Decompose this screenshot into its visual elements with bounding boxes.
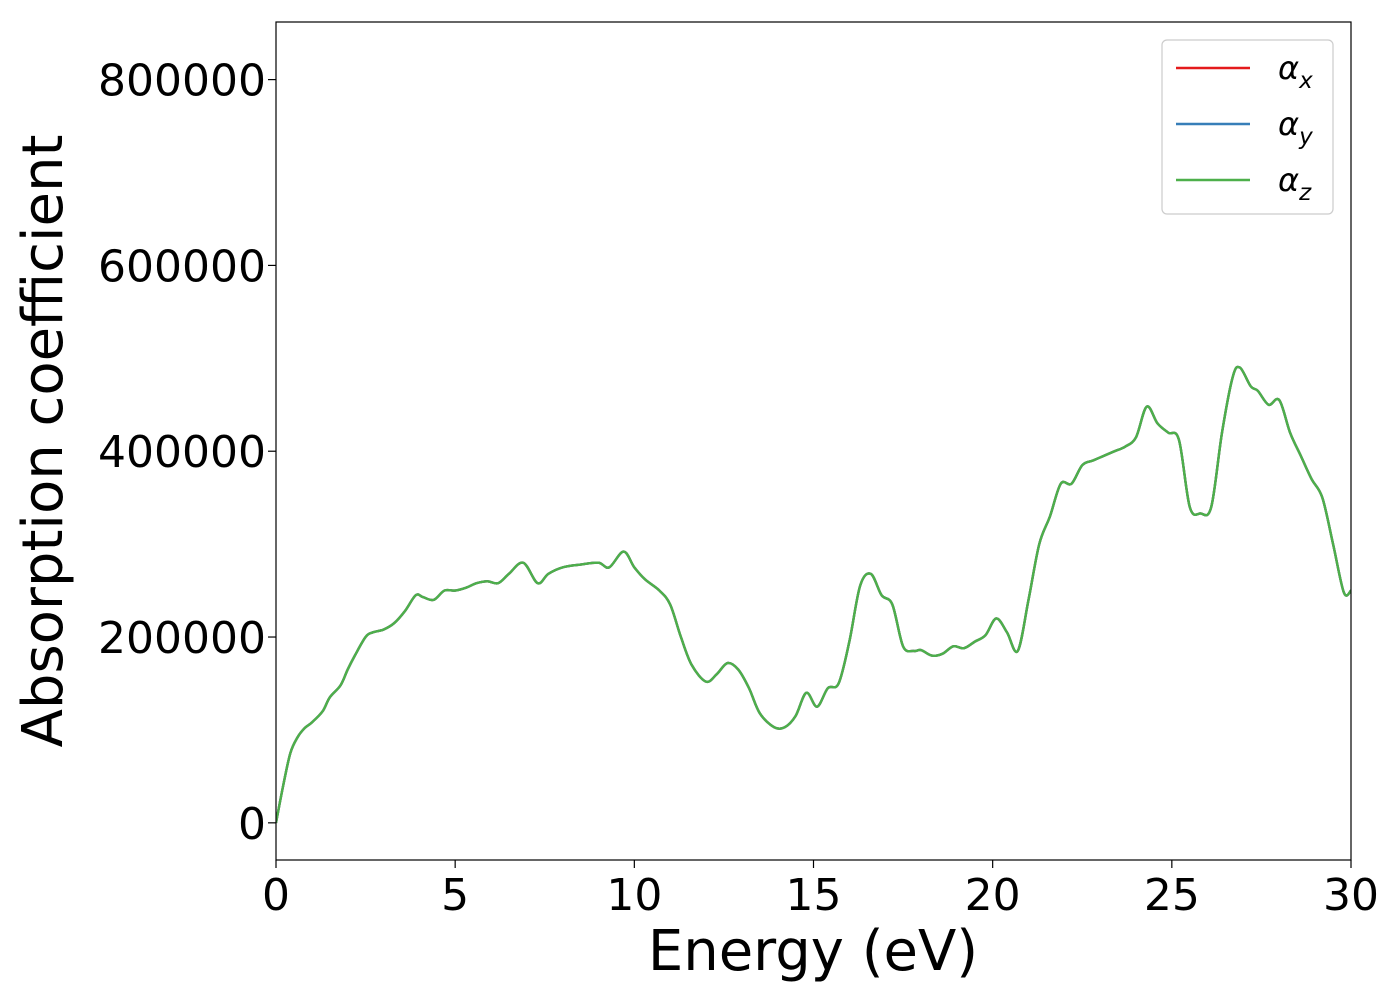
y-axis-ticks: 0 200000 400000 600000 800000	[98, 56, 276, 850]
legend-box	[1161, 39, 1334, 215]
legend-label: αz	[1278, 161, 1312, 206]
y-tick-label: 200000	[98, 613, 266, 664]
y-tick-label: 0	[238, 799, 266, 850]
x-tick-label: 0	[262, 870, 290, 921]
x-tick-label: 25	[1144, 870, 1200, 921]
legend: αx αy αz	[1161, 39, 1334, 215]
y-tick-label: 400000	[98, 427, 266, 478]
x-axis-title: Energy (eV)	[648, 919, 978, 984]
x-tick-label: 30	[1323, 870, 1379, 921]
x-tick-label: 20	[965, 870, 1021, 921]
y-tick-label: 800000	[98, 56, 266, 107]
legend-entry: αx	[1176, 49, 1313, 94]
x-axis-ticks: 0 5 10 15 20 25 30	[262, 860, 1379, 921]
legend-label: αy	[1278, 105, 1313, 150]
series-line-alpha-z	[276, 365, 1351, 824]
y-tick-label: 600000	[98, 241, 266, 292]
series-line-alpha-y	[276, 365, 1351, 824]
legend-entry: αy	[1176, 105, 1313, 150]
series-line-alpha-x	[276, 365, 1351, 824]
y-axis-title: Absorption coefficient	[11, 135, 76, 748]
x-tick-label: 10	[606, 870, 662, 921]
legend-entry: αz	[1176, 161, 1312, 206]
legend-label: αx	[1278, 49, 1313, 94]
x-tick-label: 5	[441, 870, 469, 921]
x-tick-label: 15	[786, 870, 842, 921]
series-layer	[276, 365, 1351, 824]
